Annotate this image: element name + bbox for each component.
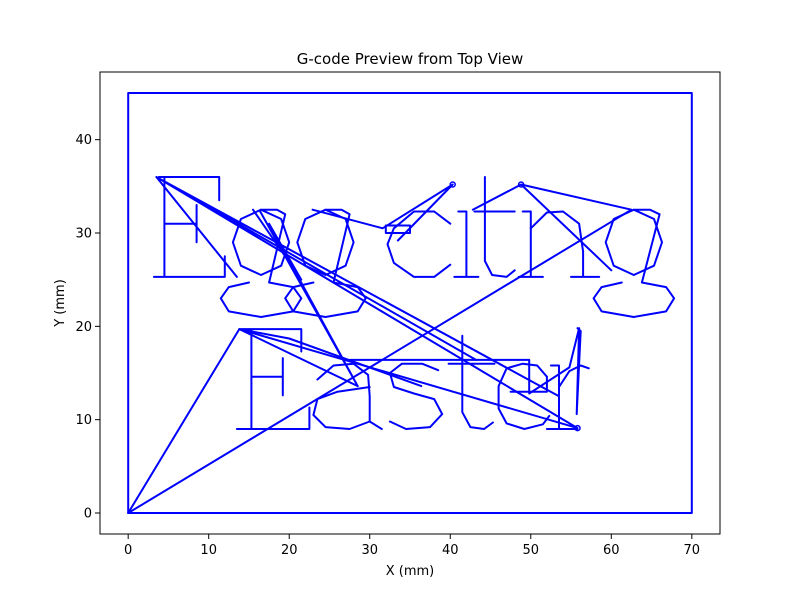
x-tick-label: 40 — [442, 543, 459, 558]
x-tick-label: 60 — [603, 543, 620, 558]
toolpath-marker-2 — [574, 424, 581, 432]
toolpath-lines — [127, 92, 693, 514]
toolpath-marker-0 — [449, 181, 456, 188]
toolpath-segment-9 — [284, 208, 367, 318]
toolpath-segment-7 — [152, 176, 226, 278]
toolpath-markers — [449, 181, 581, 432]
toolpath-segment-16 — [529, 210, 601, 278]
y-tick-label: 20 — [75, 320, 92, 335]
toolpath-marker-1 — [517, 181, 525, 188]
toolpath-segment-11 — [386, 210, 452, 278]
y-tick-label: 30 — [75, 227, 92, 242]
toolpath-segment-18 — [235, 328, 311, 430]
x-axis-label: X (mm) — [386, 564, 435, 579]
toolpath-segment-19 — [312, 362, 383, 430]
plot-frame — [99, 71, 721, 535]
toolpath-segment-23 — [497, 362, 551, 430]
toolpath-segment-5 — [348, 327, 581, 395]
x-tick-label: 10 — [200, 543, 217, 558]
toolpath-segment-12 — [453, 210, 480, 278]
x-tick-label: 50 — [523, 543, 540, 558]
x-tick-label: 30 — [361, 543, 378, 558]
toolpath-segment-2 — [127, 183, 633, 514]
y-axis-label: Y (mm) — [53, 279, 68, 328]
toolpath-segment-6 — [238, 328, 423, 388]
y-tick-label: 10 — [75, 413, 92, 428]
x-axis-ticks: 0 10 20 30 40 50 60 70 — [124, 534, 700, 558]
toolpath-segment-21 — [461, 334, 494, 430]
y-tick-label: 40 — [75, 133, 92, 148]
y-axis-ticks: 0 10 20 30 40 — [75, 133, 100, 522]
toolpath-segment-0 — [127, 92, 693, 514]
toolpath-segment-26 — [575, 327, 582, 416]
x-tick-label: 70 — [684, 543, 701, 558]
y-tick-label: 0 — [84, 507, 92, 522]
toolpath-segment-17 — [592, 208, 676, 318]
toolpath-segment-10 — [384, 224, 411, 234]
chart-title: G-code Preview from Top View — [297, 50, 524, 68]
toolpath-segment-13 — [483, 176, 516, 278]
toolpath-segment-25 — [558, 364, 590, 388]
toolpath-segment-20 — [388, 362, 444, 430]
toolpath-segment-24 — [545, 364, 579, 430]
toolpath-segment-15 — [517, 210, 544, 278]
toolpath-segment-8 — [219, 208, 303, 318]
x-tick-label: 20 — [281, 543, 298, 558]
x-tick-label: 0 — [124, 543, 132, 558]
